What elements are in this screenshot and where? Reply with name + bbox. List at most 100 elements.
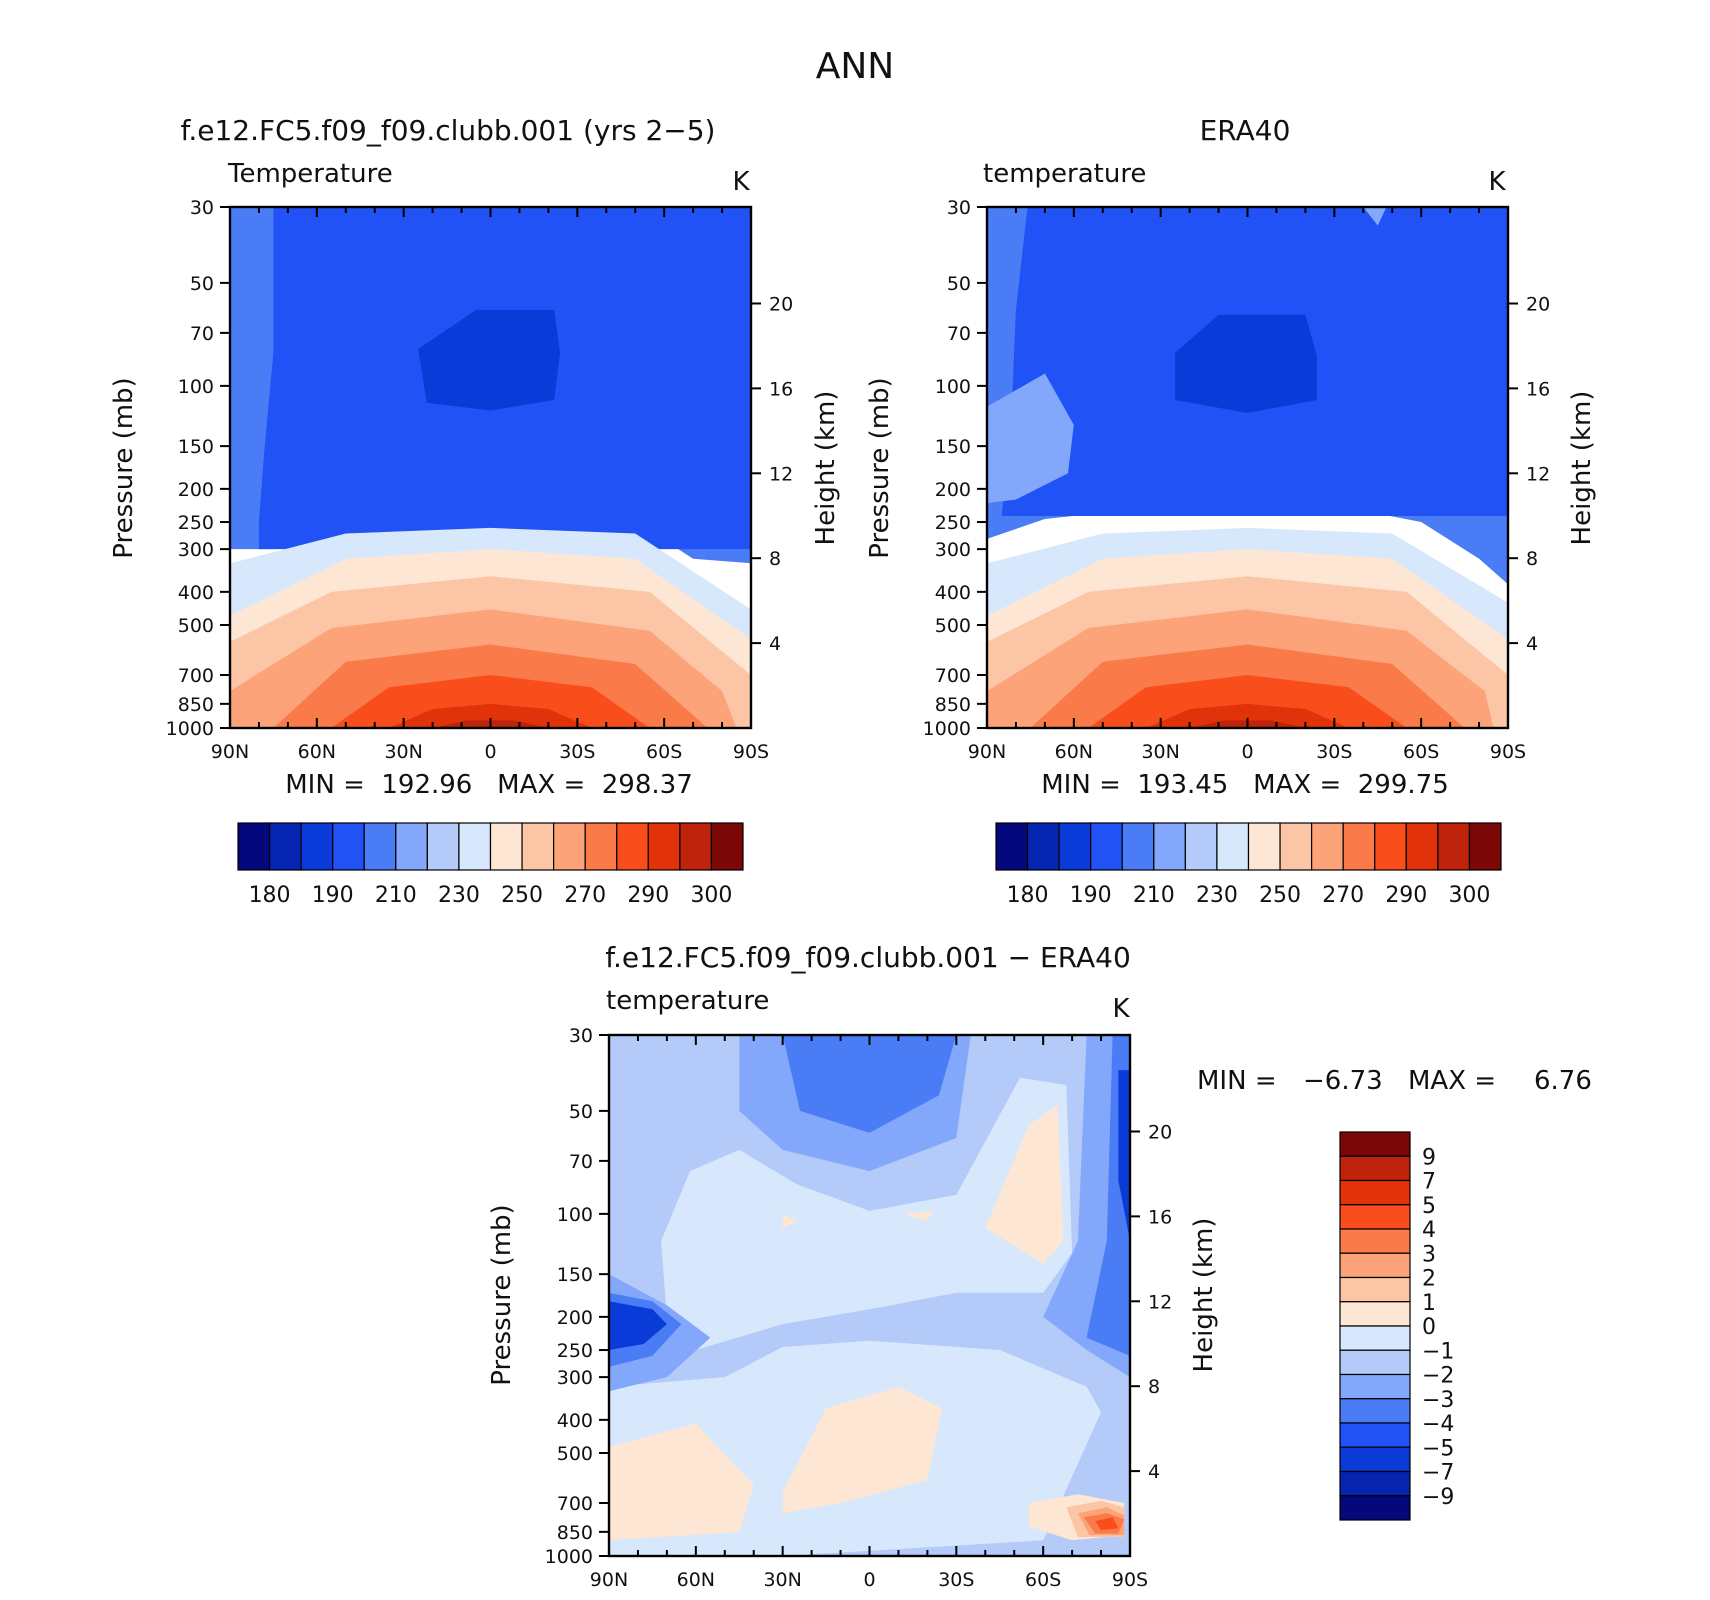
model-y-tick-label: 150 (178, 436, 214, 458)
obs-colorbar-label: 210 (1133, 883, 1175, 908)
diff-y-tick-label: 150 (557, 1264, 593, 1286)
obs-colorbar-label: 270 (1322, 883, 1364, 908)
panel-obs-units-label: K (1488, 167, 1506, 197)
obs-colorbar-label: 190 (1070, 883, 1112, 908)
obs-y-tick-label: 200 (935, 479, 971, 501)
diff-colorbar-swatch (1339, 1495, 1411, 1521)
model-colorbar-label: 290 (627, 883, 669, 908)
obs-colorbar-swatch (1405, 822, 1439, 871)
obs-y2-tick-label: 20 (1526, 293, 1550, 315)
figure-title: ANN (816, 46, 895, 87)
diff-colorbar-label: 9 (1422, 1145, 1436, 1170)
obs-x-tick-label: 30N (1141, 741, 1179, 763)
model-y-tick-label: 300 (178, 539, 214, 561)
diff-colorbar-label: 5 (1422, 1194, 1436, 1219)
panel-obs-y2-axis-label: Height (km) (1567, 391, 1597, 546)
diff-colorbar-label: 3 (1422, 1242, 1436, 1267)
panel-diff-units-label: K (1112, 994, 1130, 1024)
model-colorbar-swatch (300, 822, 334, 871)
diff-y-tick-label: 700 (557, 1493, 593, 1515)
panel-obs-min-max: MIN = 193.45 MAX = 299.75 (1041, 770, 1448, 800)
obs-colorbar-swatch (1026, 822, 1060, 871)
model-y-tick-label: 70 (190, 323, 214, 345)
diff-y-tick-label: 1000 (545, 1546, 593, 1568)
diff-colorbar-swatch (1339, 1252, 1411, 1279)
diff-colorbar-label: 1 (1422, 1291, 1436, 1316)
diff-colorbar-swatch (1339, 1349, 1411, 1376)
panel-model-y-axis-label: Pressure (mb) (109, 377, 139, 558)
diff-colorbar-label: −1 (1422, 1339, 1454, 1364)
panel-model-colorbar: 180 190 210 230 250 270 290 300 (237, 822, 744, 908)
panel-obs-plot-area: 90N 60N 30N 0 30S 60S 90S 30 50 70 100 150 200 250 300… (923, 197, 1551, 763)
obs-y2-tick-label: 16 (1526, 378, 1550, 400)
model-colorbar-label: 210 (375, 883, 417, 908)
panel-obs-title: ERA40 (1200, 114, 1291, 147)
obs-colorbar-swatch (1311, 822, 1344, 871)
model-y2-tick-label: 16 (769, 378, 793, 400)
model-colorbar-swatch (521, 822, 555, 871)
diff-colorbar-label: 4 (1422, 1218, 1436, 1243)
panel-model-variable-label: Temperature (227, 159, 393, 189)
diff-y-tick-label: 300 (557, 1367, 593, 1389)
model-colorbar-label: 300 (690, 883, 732, 908)
diff-y-tick-label: 500 (557, 1443, 593, 1465)
obs-contour-band-3 (1175, 314, 1317, 413)
diff-colorbar-label: −5 (1422, 1436, 1454, 1461)
diff-y2-tick-label: 12 (1148, 1291, 1172, 1313)
obs-y-tick-label: 150 (935, 436, 971, 458)
model-colorbar-swatch (268, 822, 302, 871)
obs-x-tick-label: 30S (1316, 741, 1352, 763)
model-x-tick-label: 90S (733, 741, 769, 763)
diff-y2-tick-label: 4 (1148, 1461, 1160, 1483)
diff-colorbar-label: −9 (1422, 1485, 1454, 1510)
model-colorbar-swatch (332, 822, 365, 871)
diff-y-tick-label: 400 (557, 1410, 593, 1432)
model-colorbar-swatch (395, 822, 428, 871)
diff-y2-tick-label: 20 (1148, 1121, 1172, 1143)
panel-obs-y-axis-label: Pressure (mb) (865, 377, 895, 558)
obs-colorbar-swatch (1090, 822, 1123, 871)
model-colorbar-label: 230 (438, 883, 480, 908)
diff-contour-band-12 (609, 1423, 754, 1541)
model-y2-tick-label: 8 (769, 548, 781, 570)
obs-y-tick-label: 1000 (923, 718, 971, 740)
obs-contour-band-11 (1088, 675, 1407, 728)
model-x-tick-label: 90N (211, 741, 249, 763)
obs-x-tick-label: 90S (1490, 741, 1526, 763)
model-x-tick-label: 60S (646, 741, 682, 763)
diff-colorbar-swatch (1339, 1373, 1411, 1400)
diff-x-tick-label: 0 (863, 1569, 875, 1591)
obs-x-tick-label: 60S (1403, 741, 1439, 763)
panel-model-y2-axis-label: Height (km) (811, 391, 841, 546)
diff-y-tick-label: 100 (557, 1204, 593, 1226)
model-colorbar-swatch (489, 822, 523, 871)
model-y2-tick-label: 12 (769, 463, 793, 485)
obs-y-tick-label: 850 (935, 694, 971, 716)
obs-colorbar-swatch (1342, 822, 1376, 871)
panel-obs-colorbar: 180 190 210 230 250 270 290 300 (995, 822, 1502, 908)
model-colorbar-label: 190 (312, 883, 354, 908)
panel-model: f.e12.FC5.f09_f09.clubb.001 (yrs 2−5) Te… (109, 114, 841, 908)
diff-x-tick-label: 60N (677, 1569, 715, 1591)
panel-model-plot-area: 90N 60N 30N 0 30S 60S 90S 30 50 70 100 150 200 250 300… (166, 197, 794, 763)
model-colorbar-label: 250 (501, 883, 543, 908)
diff-colorbar-label: −2 (1422, 1364, 1454, 1389)
panel-diff-min-label: MIN = (1197, 1066, 1277, 1096)
diff-colorbar-swatch (1339, 1470, 1411, 1497)
diff-y2-tick-label: 8 (1148, 1376, 1160, 1398)
model-y-tick-label: 1000 (166, 718, 214, 740)
obs-colorbar-swatch (1153, 822, 1186, 871)
model-y-tick-label: 100 (178, 376, 214, 398)
diff-x-tick-label: 30N (763, 1569, 801, 1591)
diff-y-tick-label: 70 (569, 1151, 593, 1173)
obs-contour-band-4 (987, 373, 1074, 503)
model-colorbar-swatch (458, 822, 492, 871)
diff-colorbar-swatch (1339, 1179, 1411, 1206)
model-y2-tick-label: 20 (769, 293, 793, 315)
model-x-tick-label: 30N (384, 741, 422, 763)
panel-diff-plot-area: 90N 60N 30N 0 30S 60S 90S 30 50 70 100 150 200 250 300… (545, 1025, 1173, 1591)
model-colorbar-label: 270 (564, 883, 606, 908)
obs-x-tick-label: 90N (968, 741, 1006, 763)
diff-colorbar-swatch (1339, 1446, 1411, 1473)
